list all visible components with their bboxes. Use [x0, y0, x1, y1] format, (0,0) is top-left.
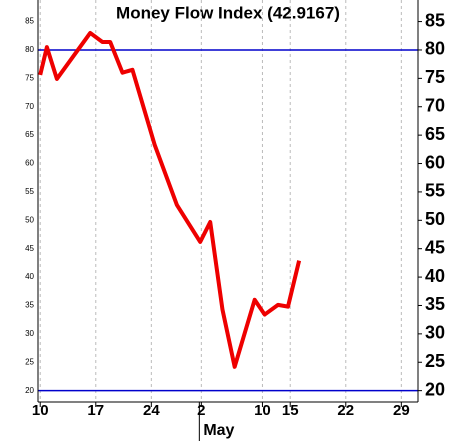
y-tick-label-right: 75 [425, 67, 445, 87]
x-tick-label: 17 [87, 402, 104, 419]
y-tick-label-left: 65 [25, 130, 34, 139]
y-tick-label-left: 35 [25, 301, 34, 310]
y-tick-label-left: 40 [25, 272, 34, 281]
y-tick-label-right: 45 [425, 237, 445, 257]
y-tick-label-right: 80 [425, 39, 445, 59]
y-tick-label-left: 85 [25, 17, 34, 26]
y-tick-label-left: 70 [25, 102, 34, 111]
y-tick-label-left: 30 [25, 329, 34, 338]
y-tick-label-right: 55 [425, 181, 445, 201]
y-tick-label-right: 35 [425, 294, 445, 314]
y-tick-label-right: 25 [425, 351, 445, 371]
y-tick-label-left: 75 [25, 73, 34, 82]
x-tick-label: 15 [282, 402, 299, 419]
y-tick-label-left: 25 [25, 357, 34, 366]
y-tick-label-right: 30 [425, 323, 445, 343]
y-tick-label-left: 80 [25, 45, 34, 54]
x-tick-label: 29 [393, 402, 410, 419]
chart-title: Money Flow Index (42.9167) [116, 3, 340, 22]
y-tick-label-left: 55 [25, 187, 34, 196]
month-label: May [203, 422, 234, 439]
x-tick-label: 22 [337, 402, 354, 419]
y-tick-label-right: 50 [425, 209, 445, 229]
y-tick-label-right: 70 [425, 95, 445, 115]
y-tick-label-right: 60 [425, 152, 445, 172]
y-tick-label-right: 65 [425, 124, 445, 144]
y-tick-label-right: 40 [425, 266, 445, 286]
y-tick-label-left: 60 [25, 159, 34, 168]
y-tick-label-left: 20 [25, 386, 34, 395]
y-tick-label-right: 20 [425, 379, 445, 399]
x-tick-label: 10 [254, 402, 271, 419]
x-tick-label: 24 [143, 402, 160, 419]
data-line [38, 30, 302, 369]
y-tick-label-right: 85 [425, 10, 445, 30]
y-tick-label-left: 50 [25, 215, 34, 224]
x-tick-label: 2 [197, 402, 205, 419]
x-tick-label: 10 [32, 402, 49, 419]
y-tick-label-left: 45 [25, 244, 34, 253]
